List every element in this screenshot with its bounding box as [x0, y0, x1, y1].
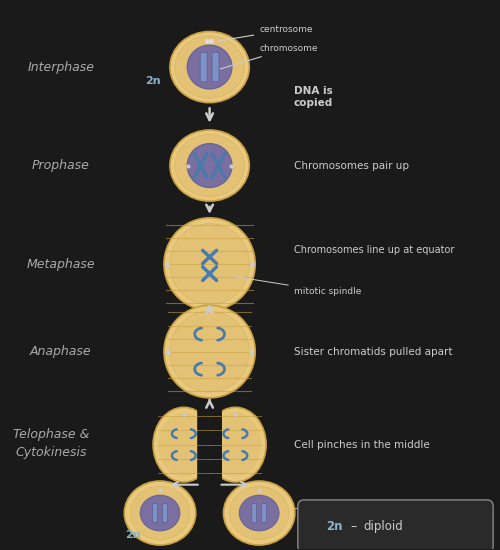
Text: Interphase: Interphase [28, 60, 94, 74]
Text: 2n: 2n [125, 530, 140, 540]
Text: Chromosomes line up at equator: Chromosomes line up at equator [294, 245, 454, 255]
Text: Anaphase: Anaphase [30, 345, 92, 358]
Ellipse shape [210, 412, 261, 477]
Ellipse shape [188, 144, 232, 188]
Text: Two identical daughter cells: Two identical daughter cells [294, 508, 439, 518]
FancyBboxPatch shape [212, 52, 219, 82]
FancyBboxPatch shape [197, 408, 222, 482]
Ellipse shape [224, 481, 295, 545]
Ellipse shape [188, 45, 232, 89]
FancyBboxPatch shape [200, 52, 207, 82]
FancyBboxPatch shape [252, 504, 256, 522]
Ellipse shape [153, 408, 214, 482]
Text: DNA is
copied: DNA is copied [294, 86, 333, 108]
FancyBboxPatch shape [298, 500, 493, 550]
Text: Metaphase: Metaphase [26, 257, 95, 271]
Ellipse shape [170, 224, 250, 305]
Ellipse shape [175, 36, 244, 98]
Text: 2n: 2n [145, 76, 160, 86]
Ellipse shape [175, 134, 244, 197]
Ellipse shape [230, 486, 289, 540]
Text: chromosome: chromosome [220, 44, 318, 69]
Ellipse shape [170, 130, 249, 201]
Text: diploid: diploid [364, 520, 403, 532]
Ellipse shape [164, 305, 255, 398]
Text: 2n: 2n [326, 520, 342, 532]
Text: Cytokinesis: Cytokinesis [15, 446, 86, 459]
Ellipse shape [164, 218, 255, 310]
Text: –: – [351, 520, 357, 532]
FancyBboxPatch shape [262, 504, 266, 522]
FancyBboxPatch shape [162, 504, 168, 522]
Text: mitotic spindle: mitotic spindle [234, 277, 361, 296]
Ellipse shape [158, 412, 210, 477]
Text: Chromosomes pair up: Chromosomes pair up [294, 161, 409, 170]
Ellipse shape [240, 495, 279, 531]
Text: Sister chromatids pulled apart: Sister chromatids pulled apart [294, 346, 452, 356]
Ellipse shape [130, 486, 190, 540]
Text: Prophase: Prophase [32, 159, 90, 172]
Text: Cell pinches in the middle: Cell pinches in the middle [294, 439, 430, 450]
FancyBboxPatch shape [152, 504, 158, 522]
Ellipse shape [170, 311, 250, 392]
Text: Telophase &: Telophase & [13, 428, 89, 441]
Ellipse shape [124, 481, 196, 545]
Text: centrosome: centrosome [214, 25, 312, 42]
Ellipse shape [140, 495, 180, 531]
Ellipse shape [170, 31, 249, 103]
Ellipse shape [204, 408, 266, 482]
